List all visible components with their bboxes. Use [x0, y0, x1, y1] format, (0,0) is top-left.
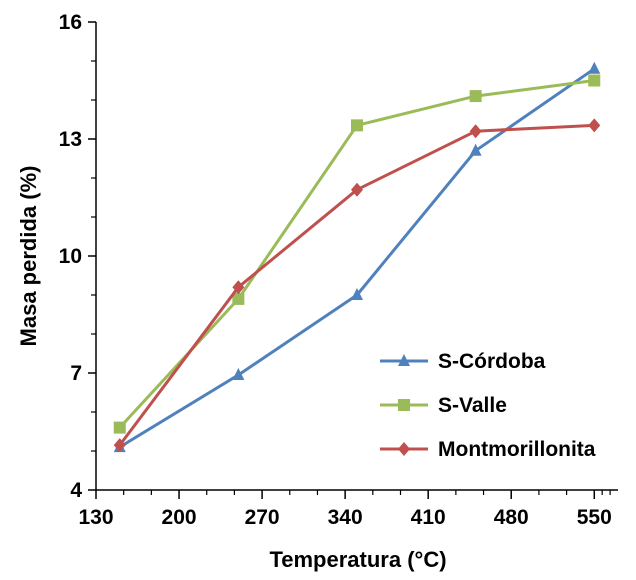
data-point-s-c-rdoba [232, 367, 245, 380]
legend-marker-s-c-rdoba [398, 354, 410, 366]
y-tick-label: 16 [59, 11, 82, 34]
legend-label-s-c-rdoba: S-Córdoba [438, 350, 546, 373]
data-point-s-c-rdoba [469, 143, 482, 156]
data-point-montmorillonita [588, 118, 601, 133]
data-point-s-valle [469, 90, 482, 103]
series-s-c-rdoba [113, 61, 601, 453]
series-montmorillonita [113, 118, 601, 453]
data-point-montmorillonita [113, 438, 126, 453]
x-tick-label: 340 [328, 506, 363, 529]
x-tick-label: 550 [577, 506, 612, 529]
axes [95, 22, 618, 491]
data-point-montmorillonita [469, 124, 482, 139]
data-point-s-valle [351, 119, 363, 132]
series-group [113, 61, 601, 453]
legend: S-Córdoba S-Valle Montmorillonita [380, 350, 596, 461]
y-tick-label: 13 [59, 128, 82, 151]
x-tick-label: 410 [411, 506, 446, 529]
y-tick-label: 7 [70, 362, 82, 385]
data-point-s-c-rdoba [588, 61, 601, 74]
data-point-montmorillonita [232, 280, 245, 295]
x-tick-label: 130 [78, 506, 113, 529]
x-tick-label: 270 [245, 506, 280, 529]
legend-marker-s-valle [398, 399, 410, 411]
y-tick-label: 4 [70, 479, 82, 502]
legend-label-s-valle: S-Valle [438, 394, 507, 417]
y-tick-label: 10 [59, 245, 82, 268]
data-point-s-valle [232, 292, 245, 305]
legend-item-s-valle: S-Valle [380, 394, 507, 417]
legend-item-s-c-rdoba: S-Córdoba [380, 350, 546, 373]
series-line-montmorillonita [118, 123, 595, 447]
series-line-s-valle [118, 79, 595, 429]
x-tick-label: 480 [494, 506, 529, 529]
data-point-s-c-rdoba [351, 288, 363, 300]
x-tick-label: 200 [162, 506, 197, 529]
x-axis-title: Temperatura (°C) [269, 547, 446, 572]
legend-marker-montmorillonita [398, 442, 410, 456]
y-axis-title: Masa perdida (%) [16, 166, 41, 347]
data-point-s-valle [113, 421, 126, 434]
legend-label-montmorillonita: Montmorillonita [438, 438, 596, 461]
data-point-montmorillonita [351, 182, 363, 197]
legend-item-montmorillonita: Montmorillonita [380, 438, 596, 461]
data-point-s-valle [588, 74, 601, 87]
x-ticks: 130 200 270 340 410 480 550 [78, 490, 612, 529]
y-ticks: 4 7 10 13 16 [59, 11, 96, 502]
